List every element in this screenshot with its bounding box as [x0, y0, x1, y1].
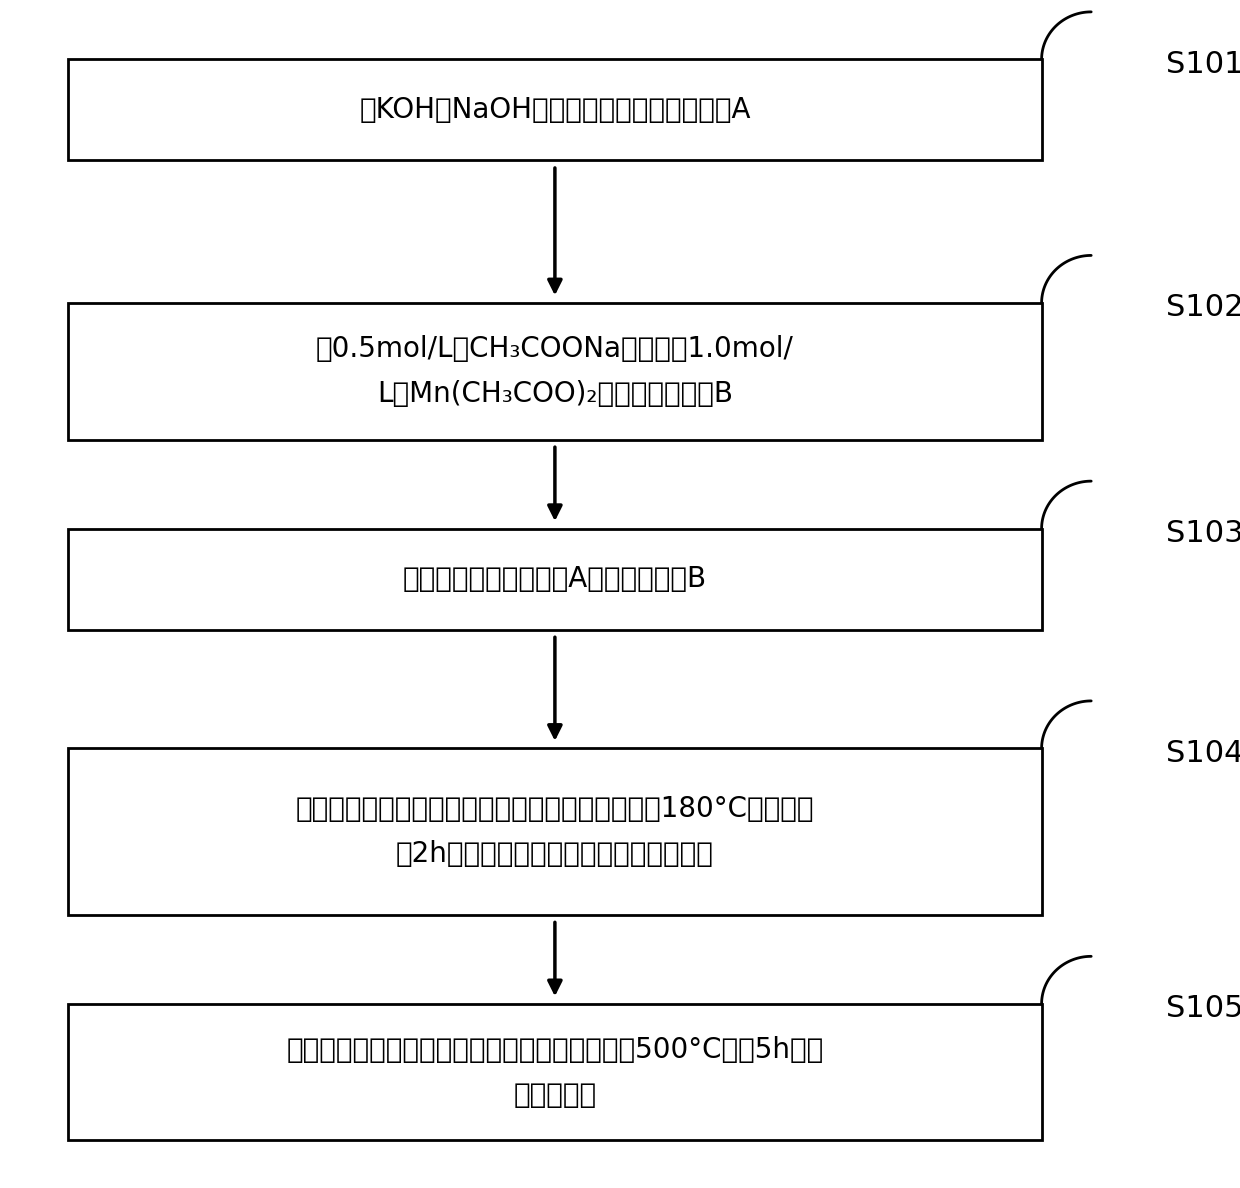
Text: S103: S103 [1166, 519, 1240, 548]
Text: S105: S105 [1166, 994, 1240, 1023]
Text: 判2h，自然冷却至室温后将产物离心分离: 判2h，自然冷却至室温后将产物离心分离 [396, 840, 714, 868]
Text: 然冷却即可: 然冷却即可 [513, 1081, 596, 1108]
Text: 分0.5mol/L的CH₃COONa溶液倒入1.0mol/: 分0.5mol/L的CH₃COONa溶液倒入1.0mol/ [316, 335, 794, 362]
Text: 滴加完成后，将混合后的溶液转移到高压釜内，在180°C条件下反: 滴加完成后，将混合后的溶液转移到高压釜内，在180°C条件下反 [295, 795, 815, 823]
FancyBboxPatch shape [68, 303, 1042, 440]
Text: 在搞拌条件下，将溶液A逐滴加入溶液B: 在搞拌条件下，将溶液A逐滴加入溶液B [403, 565, 707, 593]
Text: L的Mn(CH₃COO)₂溶液中配成溶液B: L的Mn(CH₃COO)₂溶液中配成溶液B [377, 380, 733, 407]
FancyBboxPatch shape [68, 1004, 1042, 1140]
FancyBboxPatch shape [68, 748, 1042, 915]
Text: 将KOH和NaOH用去离子水溶解，配成溶液A: 将KOH和NaOH用去离子水溶解，配成溶液A [360, 96, 750, 124]
Text: S104: S104 [1166, 739, 1240, 767]
Text: S101: S101 [1166, 50, 1240, 78]
Text: S102: S102 [1166, 293, 1240, 322]
FancyBboxPatch shape [68, 529, 1042, 630]
FancyBboxPatch shape [68, 59, 1042, 160]
Text: 将分离后的物质放入管式炉中烘干，空气气氛下500°C锻烧5h，自: 将分离后的物质放入管式炉中烘干，空气气氛下500°C锻烧5h，自 [286, 1036, 823, 1063]
